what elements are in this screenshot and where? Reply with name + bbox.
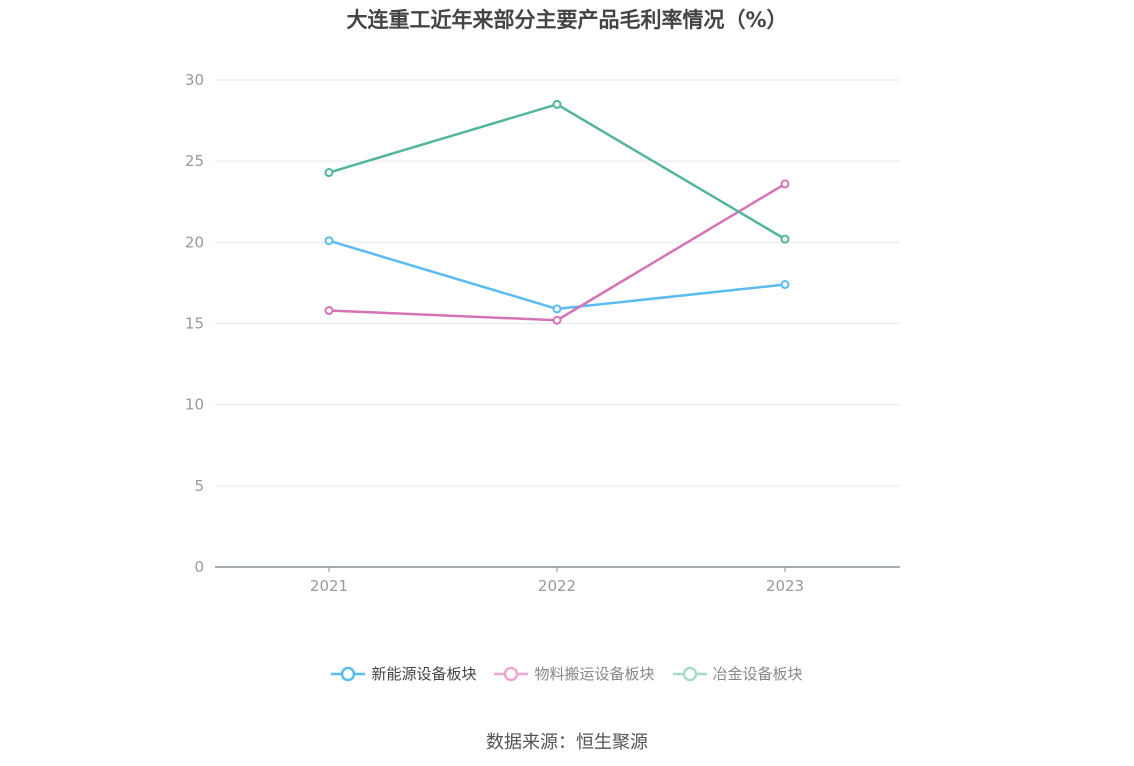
legend-label: 冶金设备板块 [712,665,803,683]
legend-item-new-energy[interactable]: 新能源设备板块 [331,663,476,684]
series-lines [324,99,790,325]
legend-label: 新能源设备板块 [371,665,477,683]
data-point [780,234,790,244]
legend-item-material-handling[interactable]: 物料搬运设备板块 [494,663,655,684]
y-tick-label: 25 [185,152,204,170]
data-point [324,168,334,178]
data-point [552,315,562,325]
data-point [552,304,562,314]
x-tick-label: 2022 [538,577,576,595]
x-axis: 2021 2022 2023 [215,566,900,595]
data-point [780,280,790,290]
chart-title: 大连重工近年来部分主要产品毛利率情况（%） [346,8,788,32]
series-line-1 [328,239,786,311]
data-point [324,236,334,246]
data-source-note: 数据来源：恒生聚源 [486,732,648,753]
y-tick-label: 30 [185,71,204,89]
y-tick-label: 5 [194,477,204,495]
legend-line-marker-icon [331,666,366,681]
legend-line-marker-icon [672,666,707,681]
y-axis-ticks: 0 5 10 15 20 25 30 [185,71,204,576]
legend-label: 物料搬运设备板块 [534,665,655,683]
x-tick-label: 2021 [310,577,348,595]
legend-line-marker-icon [494,666,529,681]
legend-item-metallurgy[interactable]: 冶金设备板块 [672,663,803,684]
data-point [780,179,790,189]
x-tick-label: 2023 [766,577,804,595]
series-line-3 [328,103,786,241]
y-tick-label: 15 [185,315,204,333]
grid-lines [215,79,900,487]
line-chart: 0 5 10 15 20 25 30 2021 2022 2023 [185,71,900,595]
data-point [552,99,562,109]
series-line-2 [328,182,786,322]
legend: 新能源设备板块 物料搬运设备板块 冶金设备板块 [0,663,1134,684]
y-tick-label: 20 [185,233,204,251]
y-tick-label: 10 [185,396,204,414]
data-point [324,306,334,316]
y-tick-label: 0 [194,558,204,576]
